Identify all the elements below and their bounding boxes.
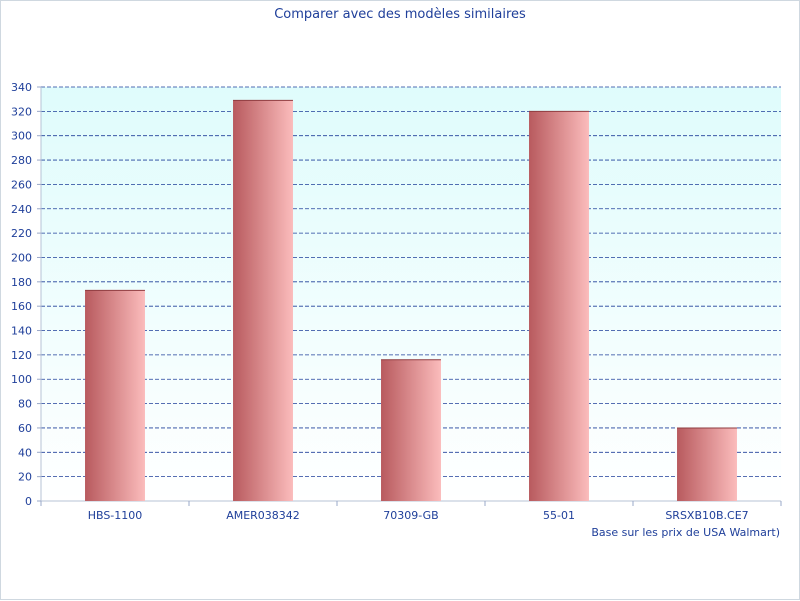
y-tick-label: 20 (18, 471, 32, 484)
x-tick-label: 55-01 (543, 509, 575, 522)
bars (85, 99, 737, 502)
y-tick-label: 140 (11, 325, 32, 338)
y-tick-label: 280 (11, 154, 32, 167)
x-tick-label: AMER038342 (226, 509, 300, 522)
y-tick-label: 120 (11, 349, 32, 362)
x-tick-label: 70309-GB (383, 509, 438, 522)
bar-55-01 (529, 111, 589, 502)
y-tick-label: 100 (11, 373, 32, 386)
x-axis-ticks: HBS-1100 AMER038342 70309-GB 55-01 SRSXB10B.… (40, 501, 782, 522)
bar-HBS-1100 (85, 290, 145, 501)
bar-70309-GB (381, 359, 441, 501)
y-tick-label: 340 (11, 81, 32, 94)
y-tick-label: 200 (11, 251, 32, 264)
y-tick-label: 60 (18, 422, 32, 435)
y-tick-label: 180 (11, 276, 32, 289)
x-tick-label: SRSXB10B.CE7 (665, 509, 748, 522)
y-tick-label: 320 (11, 105, 32, 118)
x-tick-label: HBS-1100 (88, 509, 143, 522)
y-tick-label: 40 (18, 446, 32, 459)
y-tick-label: 220 (11, 227, 32, 240)
y-tick-label: 260 (11, 178, 32, 191)
y-axis-ticks: 0 20 40 60 80 100 120 140 160 180 200 220 240 260 280 3… (11, 81, 41, 508)
y-tick-label: 300 (11, 130, 32, 143)
price-source-note: Base sur les prix de USA Walmart) (591, 526, 780, 539)
y-tick-label: 0 (25, 495, 32, 508)
bar-AMER038342 (233, 100, 293, 502)
y-tick-label: 80 (18, 398, 32, 411)
y-tick-label: 160 (11, 300, 32, 313)
bar-SRSXB10B.CE7 (677, 427, 737, 501)
chart-title: Comparer avec des modèles similaires (274, 7, 526, 22)
y-tick-label: 240 (11, 203, 32, 216)
